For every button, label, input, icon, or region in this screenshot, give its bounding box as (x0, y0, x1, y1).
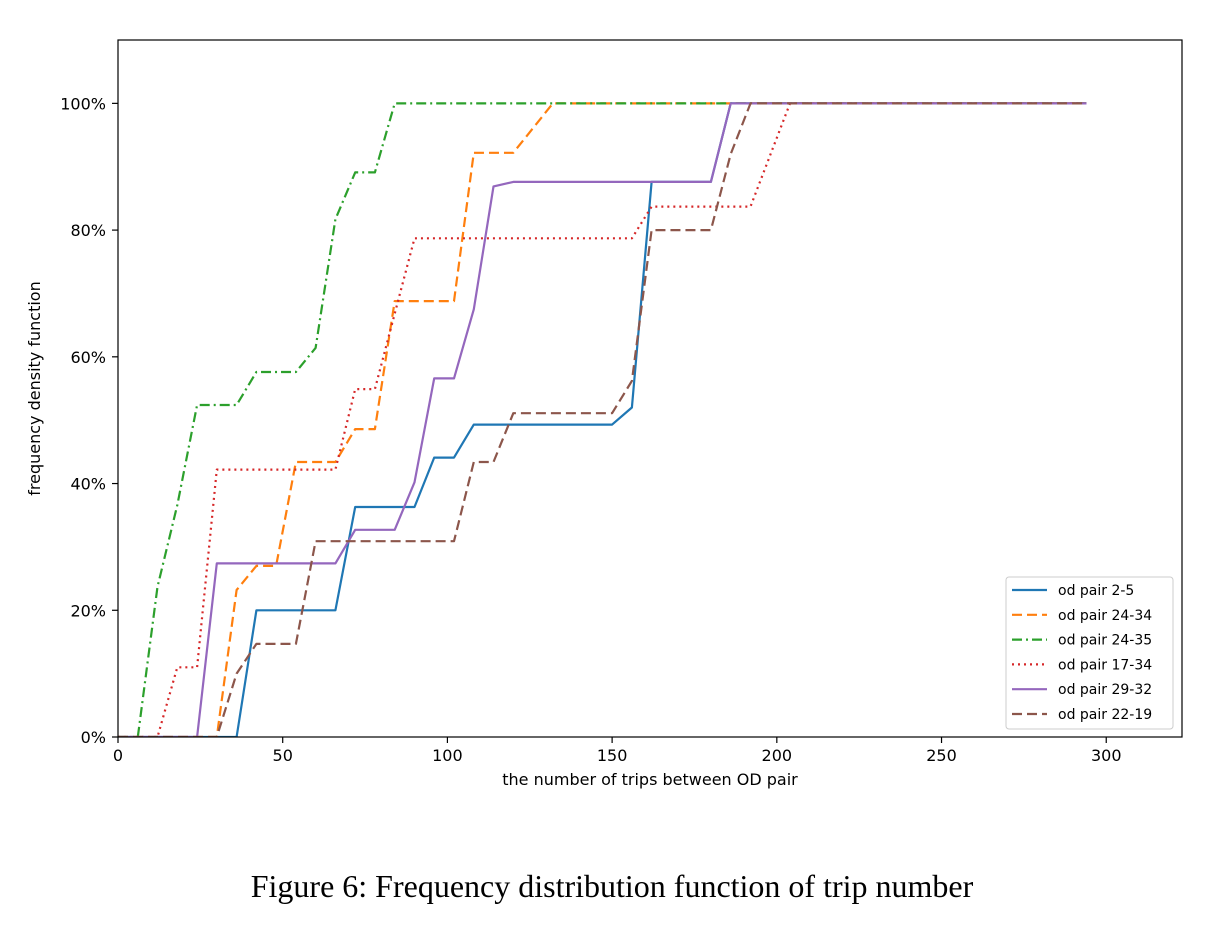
x-tick-label: 200 (762, 746, 793, 765)
plot-area (118, 102, 1087, 737)
legend-label: od pair 2-5 (1058, 583, 1134, 599)
y-tick-label: 40% (70, 475, 106, 494)
series-line-3 (118, 102, 1087, 737)
series-line-1 (118, 102, 1087, 737)
y-tick-label: 80% (70, 221, 106, 240)
axes: 0 50 100 150 200 250 300 0% 20% 40% 60% 80% 100% (60, 39, 1183, 765)
legend-label: od pair 29-32 (1058, 682, 1152, 698)
series-line-2 (118, 102, 1087, 737)
x-tick-label: 50 (273, 746, 293, 765)
series-line-5 (118, 102, 1087, 737)
y-axis-label: frequency density function (25, 281, 44, 495)
y-tick-label: 20% (70, 601, 106, 620)
legend-label: od pair 24-35 (1058, 633, 1152, 649)
x-tick-label: 150 (597, 746, 628, 765)
legend-box (1005, 576, 1174, 730)
y-tick-label: 100% (60, 94, 106, 113)
legend-label: od pair 17-34 (1058, 657, 1152, 673)
x-tick-label: 100 (432, 746, 463, 765)
legend: od pair 2-5 od pair 24-34 od pair 24-35 od … (1005, 576, 1174, 730)
x-axis-label: the number of trips between OD pair (502, 770, 798, 789)
plot-frame (117, 39, 1183, 738)
legend-label: od pair 22-19 (1058, 707, 1152, 723)
y-tick-label: 60% (70, 348, 106, 367)
x-tick-label: 250 (926, 746, 957, 765)
series-line-6 (118, 102, 1087, 737)
frequency-chart: 0 50 100 150 200 250 300 0% 20% 40% 60% 80% 100% the… (25, 39, 1183, 789)
series-line-4 (118, 102, 1087, 737)
x-tick-label: 300 (1091, 746, 1122, 765)
legend-label: od pair 24-34 (1058, 608, 1152, 624)
x-tick-label: 0 (113, 746, 123, 765)
figure-caption: Figure 6: Frequency distribution functio… (250, 868, 974, 904)
y-tick-label: 0% (81, 728, 106, 747)
